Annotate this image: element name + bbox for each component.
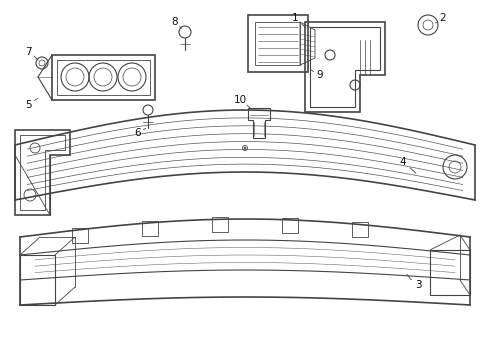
- Text: 7: 7: [24, 47, 31, 57]
- Circle shape: [244, 147, 246, 149]
- Text: 8: 8: [172, 17, 178, 27]
- Bar: [282, 218, 298, 233]
- Bar: [352, 222, 368, 237]
- Bar: [212, 217, 228, 232]
- Text: 5: 5: [24, 100, 31, 110]
- Text: 3: 3: [415, 280, 421, 290]
- Text: 6: 6: [135, 128, 141, 138]
- Bar: [142, 221, 158, 236]
- Text: 1: 1: [292, 13, 298, 23]
- Bar: [72, 228, 88, 243]
- Text: 10: 10: [233, 95, 246, 105]
- Text: 4: 4: [400, 157, 406, 167]
- Text: 2: 2: [440, 13, 446, 23]
- Text: 9: 9: [317, 70, 323, 80]
